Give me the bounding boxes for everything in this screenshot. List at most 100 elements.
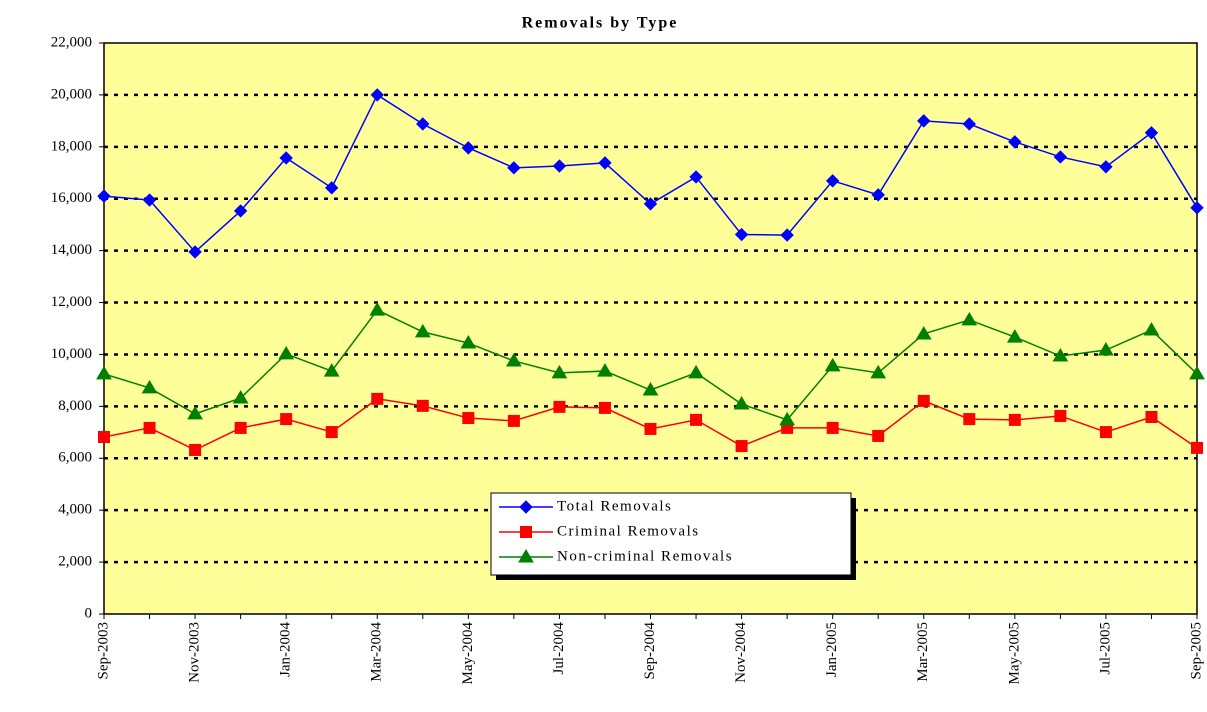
y-tick-label: 10,000 [51, 346, 92, 362]
marker-diamond [1053, 150, 1068, 164]
x-tick-label: Jul-2004 [551, 622, 567, 675]
marker-diamond [142, 193, 157, 207]
marker-diamond [1190, 201, 1204, 215]
marker-diamond [962, 117, 976, 131]
marker-diamond [519, 500, 533, 514]
x-tick-label: Sep-2005 [1188, 622, 1204, 680]
x-tick-label: May-2005 [1006, 622, 1022, 685]
marker-diamond [917, 114, 931, 128]
marker-square [416, 399, 429, 412]
y-tick-label: 18,000 [51, 138, 92, 154]
y-tick-label: 0 [85, 605, 93, 621]
marker-diamond [780, 228, 794, 242]
marker-diamond [1008, 135, 1022, 149]
marker-square [1054, 409, 1067, 422]
chart-title: Removals by Type [522, 15, 679, 32]
marker-triangle [870, 364, 887, 379]
marker-triangle [187, 405, 203, 420]
legend-label: Criminal Removals [557, 523, 700, 539]
marker-diamond [507, 161, 521, 175]
marker-square [553, 400, 566, 413]
marker-triangle [1098, 342, 1114, 356]
y-tick-label: 2,000 [58, 554, 92, 570]
marker-square [462, 412, 475, 425]
x-tick-label: Nov-2003 [187, 622, 203, 683]
y-tick-label: 12,000 [51, 294, 92, 310]
marker-diamond [370, 88, 384, 102]
x-tick-label: Jan-2005 [824, 622, 840, 677]
marker-diamond [552, 159, 567, 173]
marker-triangle [414, 323, 431, 338]
marker-square [325, 426, 338, 439]
x-tick-label: Sep-2003 [95, 622, 111, 680]
marker-square [234, 421, 247, 434]
marker-square [735, 440, 748, 453]
marker-triangle [642, 382, 659, 396]
marker-triangle [1189, 365, 1205, 380]
marker-diamond [689, 170, 703, 184]
marker-square [1099, 426, 1112, 439]
marker-triangle [597, 363, 613, 377]
marker-square [872, 429, 885, 442]
marker-diamond [1099, 160, 1113, 174]
marker-square [1191, 441, 1203, 454]
marker-triangle [278, 345, 295, 360]
marker-diamond [279, 151, 293, 165]
marker-triangle [369, 302, 386, 316]
marker-triangle [733, 396, 750, 410]
marker-diamond [325, 181, 339, 195]
x-tick-label: Jan-2004 [278, 622, 294, 677]
y-tick-label: 6,000 [58, 450, 92, 466]
marker-square [280, 413, 293, 426]
marker-triangle [232, 390, 249, 404]
x-tick-label: Mar-2004 [369, 622, 385, 682]
x-tick-label: Mar-2005 [915, 622, 931, 682]
marker-diamond [734, 227, 749, 242]
marker-triangle [96, 365, 112, 380]
marker-triangle [518, 549, 534, 563]
marker-triangle [141, 379, 158, 394]
marker-square [826, 421, 839, 434]
marker-triangle [506, 352, 522, 367]
y-tick-label: 4,000 [58, 502, 92, 518]
marker-triangle [1143, 322, 1160, 336]
marker-diamond [1144, 126, 1159, 140]
y-tick-label: 14,000 [51, 242, 92, 258]
marker-square [1145, 411, 1158, 424]
marker-square [963, 413, 976, 426]
marker-triangle [460, 335, 477, 349]
marker-triangle [1006, 329, 1023, 343]
marker-square [507, 414, 520, 427]
marker-square [598, 401, 611, 414]
marker-square [1008, 413, 1021, 426]
marker-square [917, 394, 930, 407]
marker-diamond [233, 204, 248, 218]
marker-diamond [416, 117, 430, 131]
marker-diamond [598, 156, 612, 170]
marker-triangle [824, 357, 841, 372]
x-tick-label: Nov-2004 [733, 622, 749, 683]
legend-label: Total Removals [557, 498, 672, 514]
marker-diamond [643, 197, 658, 211]
marker-square [189, 443, 202, 456]
marker-diamond [871, 188, 885, 202]
y-tick-label: 16,000 [51, 190, 92, 206]
y-tick-label: 20,000 [51, 86, 92, 102]
marker-triangle [323, 363, 340, 377]
marker-square [690, 413, 703, 426]
marker-diamond [188, 245, 202, 259]
marker-square [520, 526, 532, 538]
marker-square [98, 430, 110, 443]
marker-square [644, 422, 657, 435]
marker-diamond [97, 189, 111, 203]
marker-diamond [825, 174, 840, 188]
x-tick-label: May-2004 [460, 622, 476, 685]
marker-diamond [461, 141, 476, 155]
legend-label: Non-criminal Removals [557, 548, 733, 564]
marker-triangle [688, 364, 704, 379]
y-tick-label: 8,000 [58, 398, 92, 414]
marker-triangle [779, 411, 795, 426]
x-tick-label: Jul-2005 [1097, 622, 1113, 675]
marker-triangle [1052, 348, 1069, 362]
